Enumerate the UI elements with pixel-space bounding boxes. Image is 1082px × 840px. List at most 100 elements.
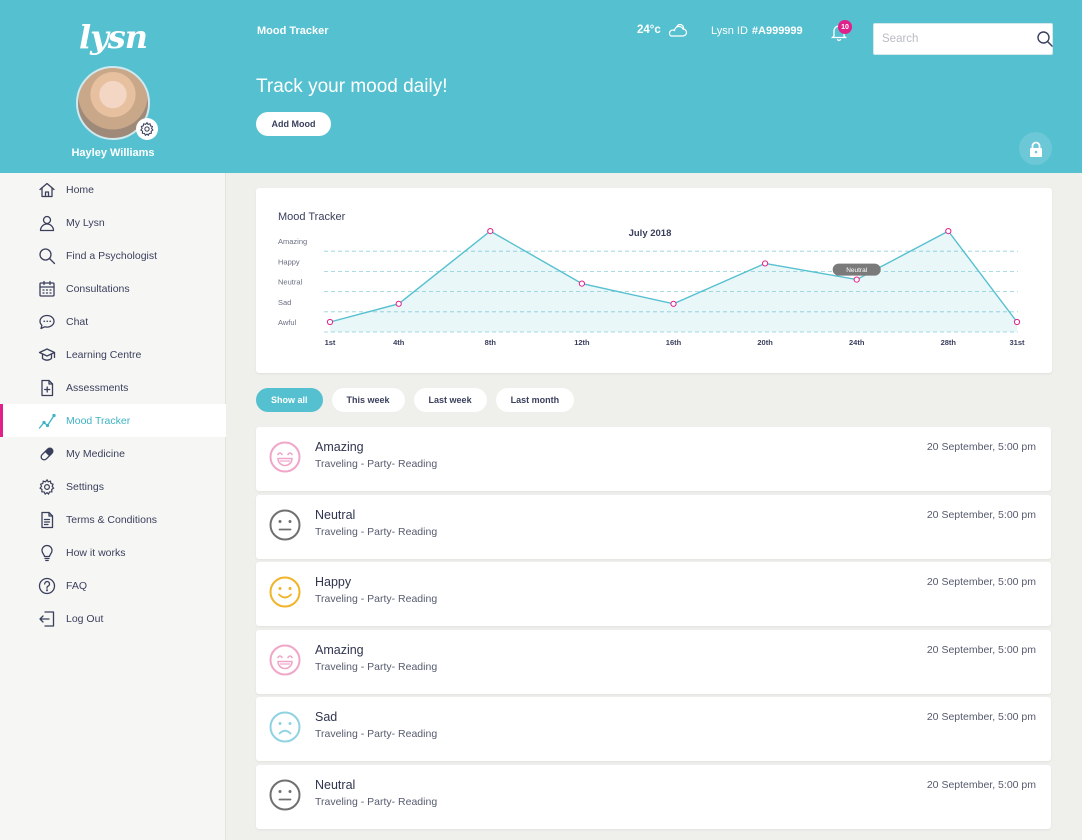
sidebar-item-how-it-works[interactable]: How it works — [0, 536, 226, 569]
search-input[interactable] — [874, 33, 1036, 45]
mood-name: Happy — [315, 575, 352, 589]
mood-time: 20 September, 5:00 pm — [926, 508, 1036, 521]
home-icon — [38, 181, 56, 199]
filter-this-week-button[interactable]: This week — [331, 388, 405, 412]
sidebar-item-settings[interactable]: Settings — [0, 470, 226, 503]
sidebar-item-my-lysn[interactable]: My Lysn — [0, 206, 226, 239]
x-tick-label: 4th — [393, 338, 405, 347]
profile-settings-gear-icon[interactable] — [136, 118, 158, 140]
y-tick-label: Sad — [278, 298, 291, 307]
sidebar-item-label: How it works — [66, 546, 126, 559]
sidebar: lysn Hayley Williams Home My Lysn Find a P… — [0, 0, 226, 840]
mood-chart: Awful Sad Neutral Happy Amazing 1st 4th 8th 12th… — [278, 228, 1025, 347]
mood-chart-card: Mood Tracker July 2018 Awful Sad Neutral Ha… — [256, 188, 1052, 373]
mood-time: 20 September, 5:00 pm — [926, 643, 1036, 656]
list-item[interactable]: Happy Traveling - Party- Reading 20 Septem… — [256, 562, 1051, 626]
chat-icon — [38, 313, 56, 331]
search-icon[interactable] — [1036, 28, 1054, 50]
sidebar-item-label: Find a Psychologist — [66, 249, 158, 262]
question-icon — [38, 577, 56, 595]
x-tick-label: 1st — [325, 338, 336, 347]
headline: Track your mood daily! — [256, 76, 448, 97]
filter-last-week-button[interactable]: Last week — [413, 388, 487, 412]
pill-icon — [38, 445, 56, 463]
y-tick-label: Awful — [278, 318, 297, 327]
lysn-id-label: Lysn ID — [711, 25, 748, 37]
sidebar-item-terms-conditions[interactable]: Terms & Conditions — [0, 503, 226, 536]
lock-icon — [1029, 141, 1042, 157]
mood-time: 20 September, 5:00 pm — [926, 441, 1036, 453]
x-tick-label: 24th — [849, 338, 865, 347]
chart-area — [330, 231, 1017, 332]
filter-last-month-button[interactable]: Last month — [495, 388, 575, 412]
sidebar-item-label: Assessments — [66, 381, 129, 394]
user-icon — [38, 214, 56, 232]
chart-tooltip — [832, 263, 881, 276]
sad-face-icon — [269, 711, 301, 743]
chart-title: Mood Tracker — [278, 211, 346, 223]
list-item[interactable]: Amazing Traveling - Party- Reading 20 Sept… — [256, 629, 1051, 694]
sidebar-item-chat[interactable]: Chat — [0, 305, 226, 338]
sidebar-item-label: My Lysn — [66, 216, 105, 229]
x-tick-label: 20th — [757, 338, 773, 347]
trend-line-icon — [38, 412, 56, 430]
data-point — [945, 228, 952, 235]
happy-face-icon — [269, 576, 301, 608]
logout-icon — [38, 610, 56, 628]
search-box — [873, 23, 1053, 55]
add-mood-button[interactable]: Add Mood — [256, 112, 331, 136]
lysn-logo[interactable]: lysn — [78, 18, 148, 56]
sidebar-item-consultations[interactable]: Consultations — [0, 272, 226, 305]
list-item[interactable]: Sad Traveling - Party- Reading 20 Septembe… — [256, 697, 1051, 761]
mood-time: 20 September, 5:00 pm — [926, 778, 1036, 791]
y-tick-label: Neutral — [278, 278, 303, 287]
data-point — [395, 300, 402, 307]
chart-month: July 2018 — [628, 228, 672, 239]
list-item[interactable]: Neutral Traveling - Party- Reading 20 Sept… — [256, 764, 1051, 829]
chart-tooltip-label: Neutral — [846, 267, 868, 274]
profile-name: Hayley Williams — [71, 147, 155, 159]
filter-show-all-button[interactable]: Show all — [256, 388, 323, 412]
x-tick-label: 12th — [574, 338, 590, 347]
profile-panel: lysn Hayley Williams — [0, 0, 226, 173]
sidebar-item-home[interactable]: Home — [0, 173, 226, 206]
sidebar-nav: Home My Lysn Find a Psychologist Consultati… — [0, 173, 226, 635]
amazing-face-icon — [269, 441, 301, 473]
y-tick-label: Happy — [278, 257, 300, 266]
y-tick-label: Amazing — [278, 237, 307, 246]
notification-badge: 10 — [838, 20, 852, 34]
avatar[interactable] — [76, 66, 150, 140]
data-point — [326, 318, 334, 326]
data-point — [578, 280, 585, 287]
mood-time: 20 September, 5:00 pm — [926, 576, 1036, 588]
list-item[interactable]: Neutral Traveling - Party- Reading 20 Sept… — [256, 494, 1051, 559]
mood-tags: Traveling - Party- Reading — [315, 458, 438, 470]
sidebar-item-label: Log Out — [66, 612, 104, 625]
sidebar-item-mood-tracker[interactable]: Mood Tracker — [0, 404, 226, 437]
sidebar-item-label: Settings — [66, 480, 104, 493]
mood-name: Sad — [315, 710, 338, 724]
list-item[interactable]: Amazing Traveling - Party- Reading 20 Sept… — [256, 427, 1051, 491]
data-point — [1013, 318, 1021, 326]
x-tick-label: 28th — [941, 338, 957, 347]
amazing-face-icon — [269, 644, 301, 676]
x-tick-label: 8th — [485, 338, 497, 347]
mood-name: Amazing — [315, 642, 364, 657]
sidebar-item-label: Home — [66, 183, 95, 196]
mood-name: Neutral — [315, 507, 356, 522]
sidebar-item-assessments[interactable]: Assessments — [0, 371, 226, 404]
neutral-face-icon — [269, 509, 301, 541]
sidebar-item-my-medicine[interactable]: My Medicine — [0, 437, 226, 470]
data-point — [853, 276, 860, 283]
mood-name: Neutral — [315, 777, 356, 792]
sidebar-item-label: Terms & Conditions — [66, 513, 158, 526]
mood-tags: Traveling - Party- Reading — [315, 593, 438, 605]
sidebar-item-faq[interactable]: FAQ — [0, 569, 226, 602]
sidebar-item-log-out[interactable]: Log Out — [0, 602, 226, 635]
data-point — [670, 300, 677, 307]
sidebar-item-find-a-psychologist[interactable]: Find a Psychologist — [0, 239, 226, 272]
sidebar-item-learning-centre[interactable]: Learning Centre — [0, 338, 226, 371]
lightbulb-icon — [38, 544, 56, 562]
lock-button[interactable] — [1019, 132, 1052, 165]
sidebar-item-label: Learning Centre — [66, 348, 142, 361]
